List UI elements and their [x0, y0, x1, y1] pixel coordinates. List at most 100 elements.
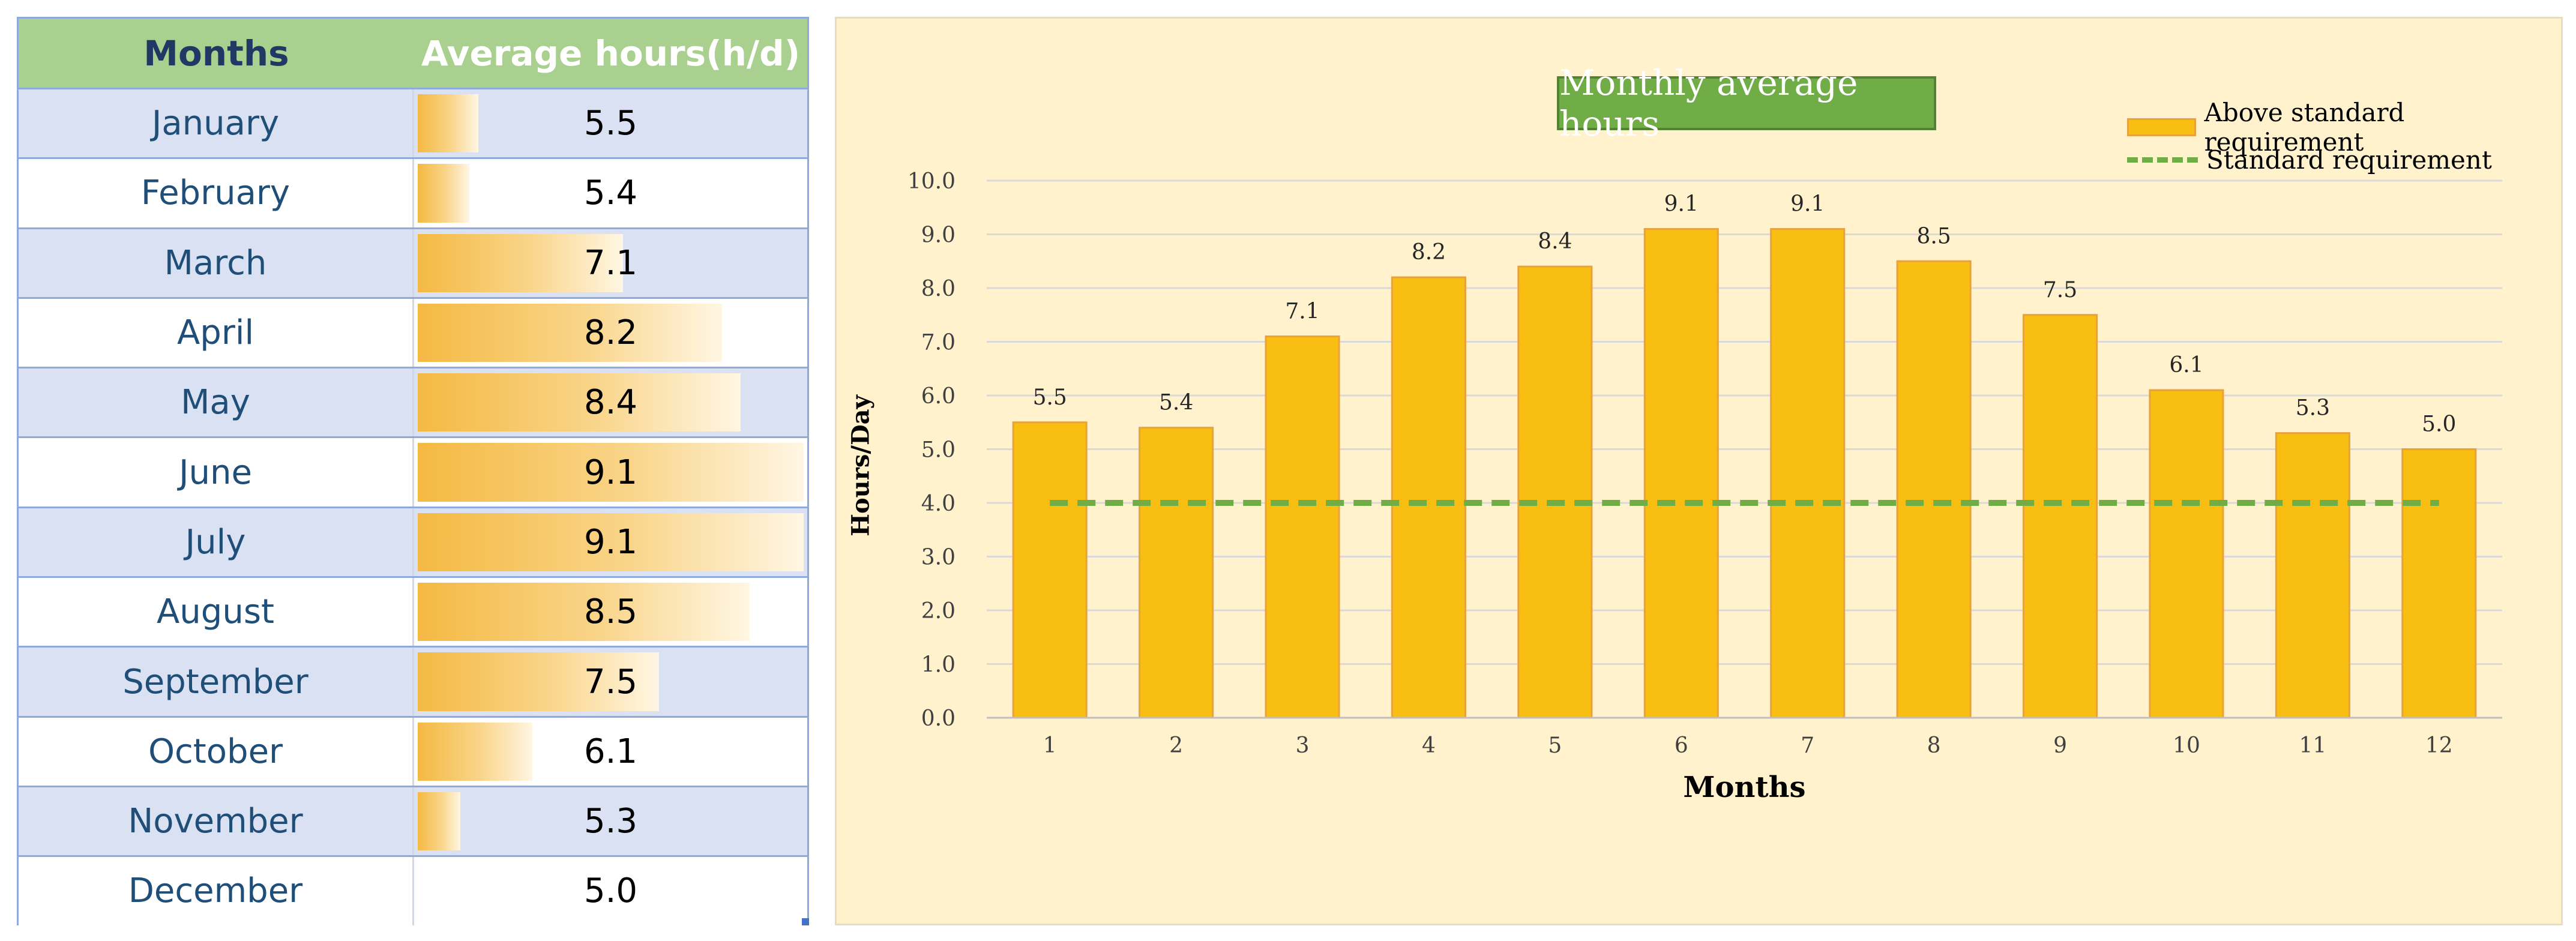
table-header: Months Average hours(h/d): [19, 19, 807, 88]
table-row[interactable]: December 5.0: [19, 855, 807, 925]
y-tick-label: 3.0: [921, 546, 955, 570]
y-tick-label: 7.0: [921, 331, 955, 355]
legend-item-standard[interactable]: Standard requirement: [2127, 145, 2492, 175]
bar[interactable]: [1139, 427, 1214, 719]
hours-cell[interactable]: 5.0: [414, 857, 807, 925]
hours-value: 5.4: [583, 173, 638, 213]
hours-value: 8.2: [583, 313, 638, 353]
bar[interactable]: [2023, 314, 2098, 719]
bar[interactable]: [1643, 228, 1719, 719]
month-cell[interactable]: March: [19, 229, 414, 297]
hours-cell[interactable]: 9.1: [414, 438, 807, 506]
hours-value: 7.5: [583, 662, 638, 702]
x-tick-label: 5: [1548, 733, 1562, 758]
bar[interactable]: [1391, 276, 1466, 719]
data-label: 5.5: [1033, 385, 1067, 410]
y-tick-label: 4.0: [921, 492, 955, 516]
header-months[interactable]: Months: [143, 32, 289, 74]
data-bar: [418, 164, 469, 223]
y-axis-title[interactable]: Hours/Day: [846, 395, 875, 537]
x-axis-title[interactable]: Months: [1683, 771, 1806, 804]
hours-cell[interactable]: 5.5: [414, 89, 807, 157]
month-cell[interactable]: November: [19, 787, 414, 856]
data-label: 6.1: [2169, 353, 2203, 377]
header-average-hours[interactable]: Average hours(h/d): [421, 32, 801, 74]
legend-item-bars[interactable]: Above standard requirement: [2127, 98, 2561, 157]
y-tick-label: 1.0: [921, 653, 955, 678]
data-bar: [418, 583, 750, 642]
data-bar: [418, 722, 532, 781]
table-row[interactable]: July 9.1: [19, 506, 807, 577]
month-cell[interactable]: April: [19, 298, 414, 367]
month-cell[interactable]: May: [19, 368, 414, 437]
bar[interactable]: [1265, 335, 1340, 719]
y-tick-label: 5.0: [921, 438, 955, 463]
data-label: 8.5: [1916, 224, 1951, 248]
data-label: 5.3: [2296, 396, 2330, 421]
bar[interactable]: [1896, 260, 1972, 719]
data-bar: [418, 443, 804, 502]
resize-handle[interactable]: [802, 918, 809, 925]
data-bar: [418, 373, 741, 432]
hours-value: 5.3: [583, 802, 638, 841]
y-tick-label: 10.0: [907, 169, 955, 194]
chart-area[interactable]: 0.0 1.0 2.0 3.0 4.0 5.0 6.0 7.0 8.0 9.0 10.0 5.5 1 5.…: [835, 17, 2563, 925]
table-row[interactable]: April 8.2: [19, 296, 807, 367]
hours-cell[interactable]: 8.2: [414, 299, 807, 367]
data-bar: [418, 513, 804, 572]
month-cell[interactable]: June: [19, 438, 414, 507]
table-row[interactable]: June 9.1: [19, 436, 807, 507]
x-tick-label: 8: [1927, 733, 1941, 758]
data-label: 7.5: [2043, 278, 2077, 302]
bar[interactable]: [1012, 421, 1088, 719]
hours-value: 6.1: [583, 732, 638, 771]
data-bar: [418, 94, 478, 153]
table-row[interactable]: August 8.5: [19, 576, 807, 646]
table-row[interactable]: March 7.1: [19, 227, 807, 297]
y-tick-label: 6.0: [921, 384, 955, 409]
hours-cell[interactable]: 9.1: [414, 508, 807, 576]
data-bar: [418, 233, 623, 292]
table-row[interactable]: January 5.5: [19, 88, 807, 158]
table-row[interactable]: May 8.4: [19, 367, 807, 437]
x-tick-label: 9: [2053, 733, 2067, 758]
x-tick-label: 12: [2425, 733, 2453, 758]
bar[interactable]: [1517, 265, 1593, 719]
month-cell[interactable]: September: [19, 648, 414, 716]
hours-table: Months Average hours(h/d) January 5.5 Febr…: [17, 17, 809, 925]
hours-cell[interactable]: 7.1: [414, 229, 807, 297]
bar[interactable]: [2275, 432, 2350, 719]
month-cell[interactable]: February: [19, 159, 414, 227]
hours-value: 8.5: [583, 592, 638, 632]
hours-value: 5.0: [583, 871, 638, 911]
x-tick-label: 6: [1675, 733, 1688, 758]
table-row[interactable]: February 5.4: [19, 157, 807, 227]
legend-bar-swatch: [2127, 118, 2196, 136]
month-cell[interactable]: January: [19, 89, 414, 158]
hours-cell[interactable]: 8.4: [414, 368, 807, 436]
month-cell[interactable]: July: [19, 508, 414, 577]
chart-title[interactable]: Monthly average hours: [1557, 62, 1936, 144]
month-cell[interactable]: December: [19, 857, 414, 925]
x-tick-label: 7: [1801, 733, 1814, 758]
hours-cell[interactable]: 7.5: [414, 648, 807, 715]
table-row[interactable]: October 6.1: [19, 715, 807, 786]
legend-bar-label: Above standard requirement: [2204, 98, 2405, 157]
month-cell[interactable]: October: [19, 717, 414, 786]
hours-cell[interactable]: 8.5: [414, 578, 807, 646]
x-tick-label: 3: [1296, 733, 1310, 758]
table-row[interactable]: September 7.5: [19, 646, 807, 716]
hours-cell[interactable]: 5.4: [414, 159, 807, 227]
table-row[interactable]: November 5.3: [19, 785, 807, 856]
bar[interactable]: [2401, 448, 2477, 719]
hours-cell[interactable]: 6.1: [414, 718, 807, 786]
data-label: 9.1: [1664, 192, 1699, 217]
y-tick-label: 9.0: [921, 223, 955, 248]
hours-cell[interactable]: 5.3: [414, 787, 807, 855]
bar[interactable]: [2149, 389, 2224, 719]
month-cell[interactable]: August: [19, 578, 414, 646]
x-tick-label: 1: [1043, 733, 1057, 758]
y-tick-label: 8.0: [921, 277, 955, 301]
data-bar: [418, 792, 460, 851]
bar[interactable]: [1770, 228, 1846, 719]
